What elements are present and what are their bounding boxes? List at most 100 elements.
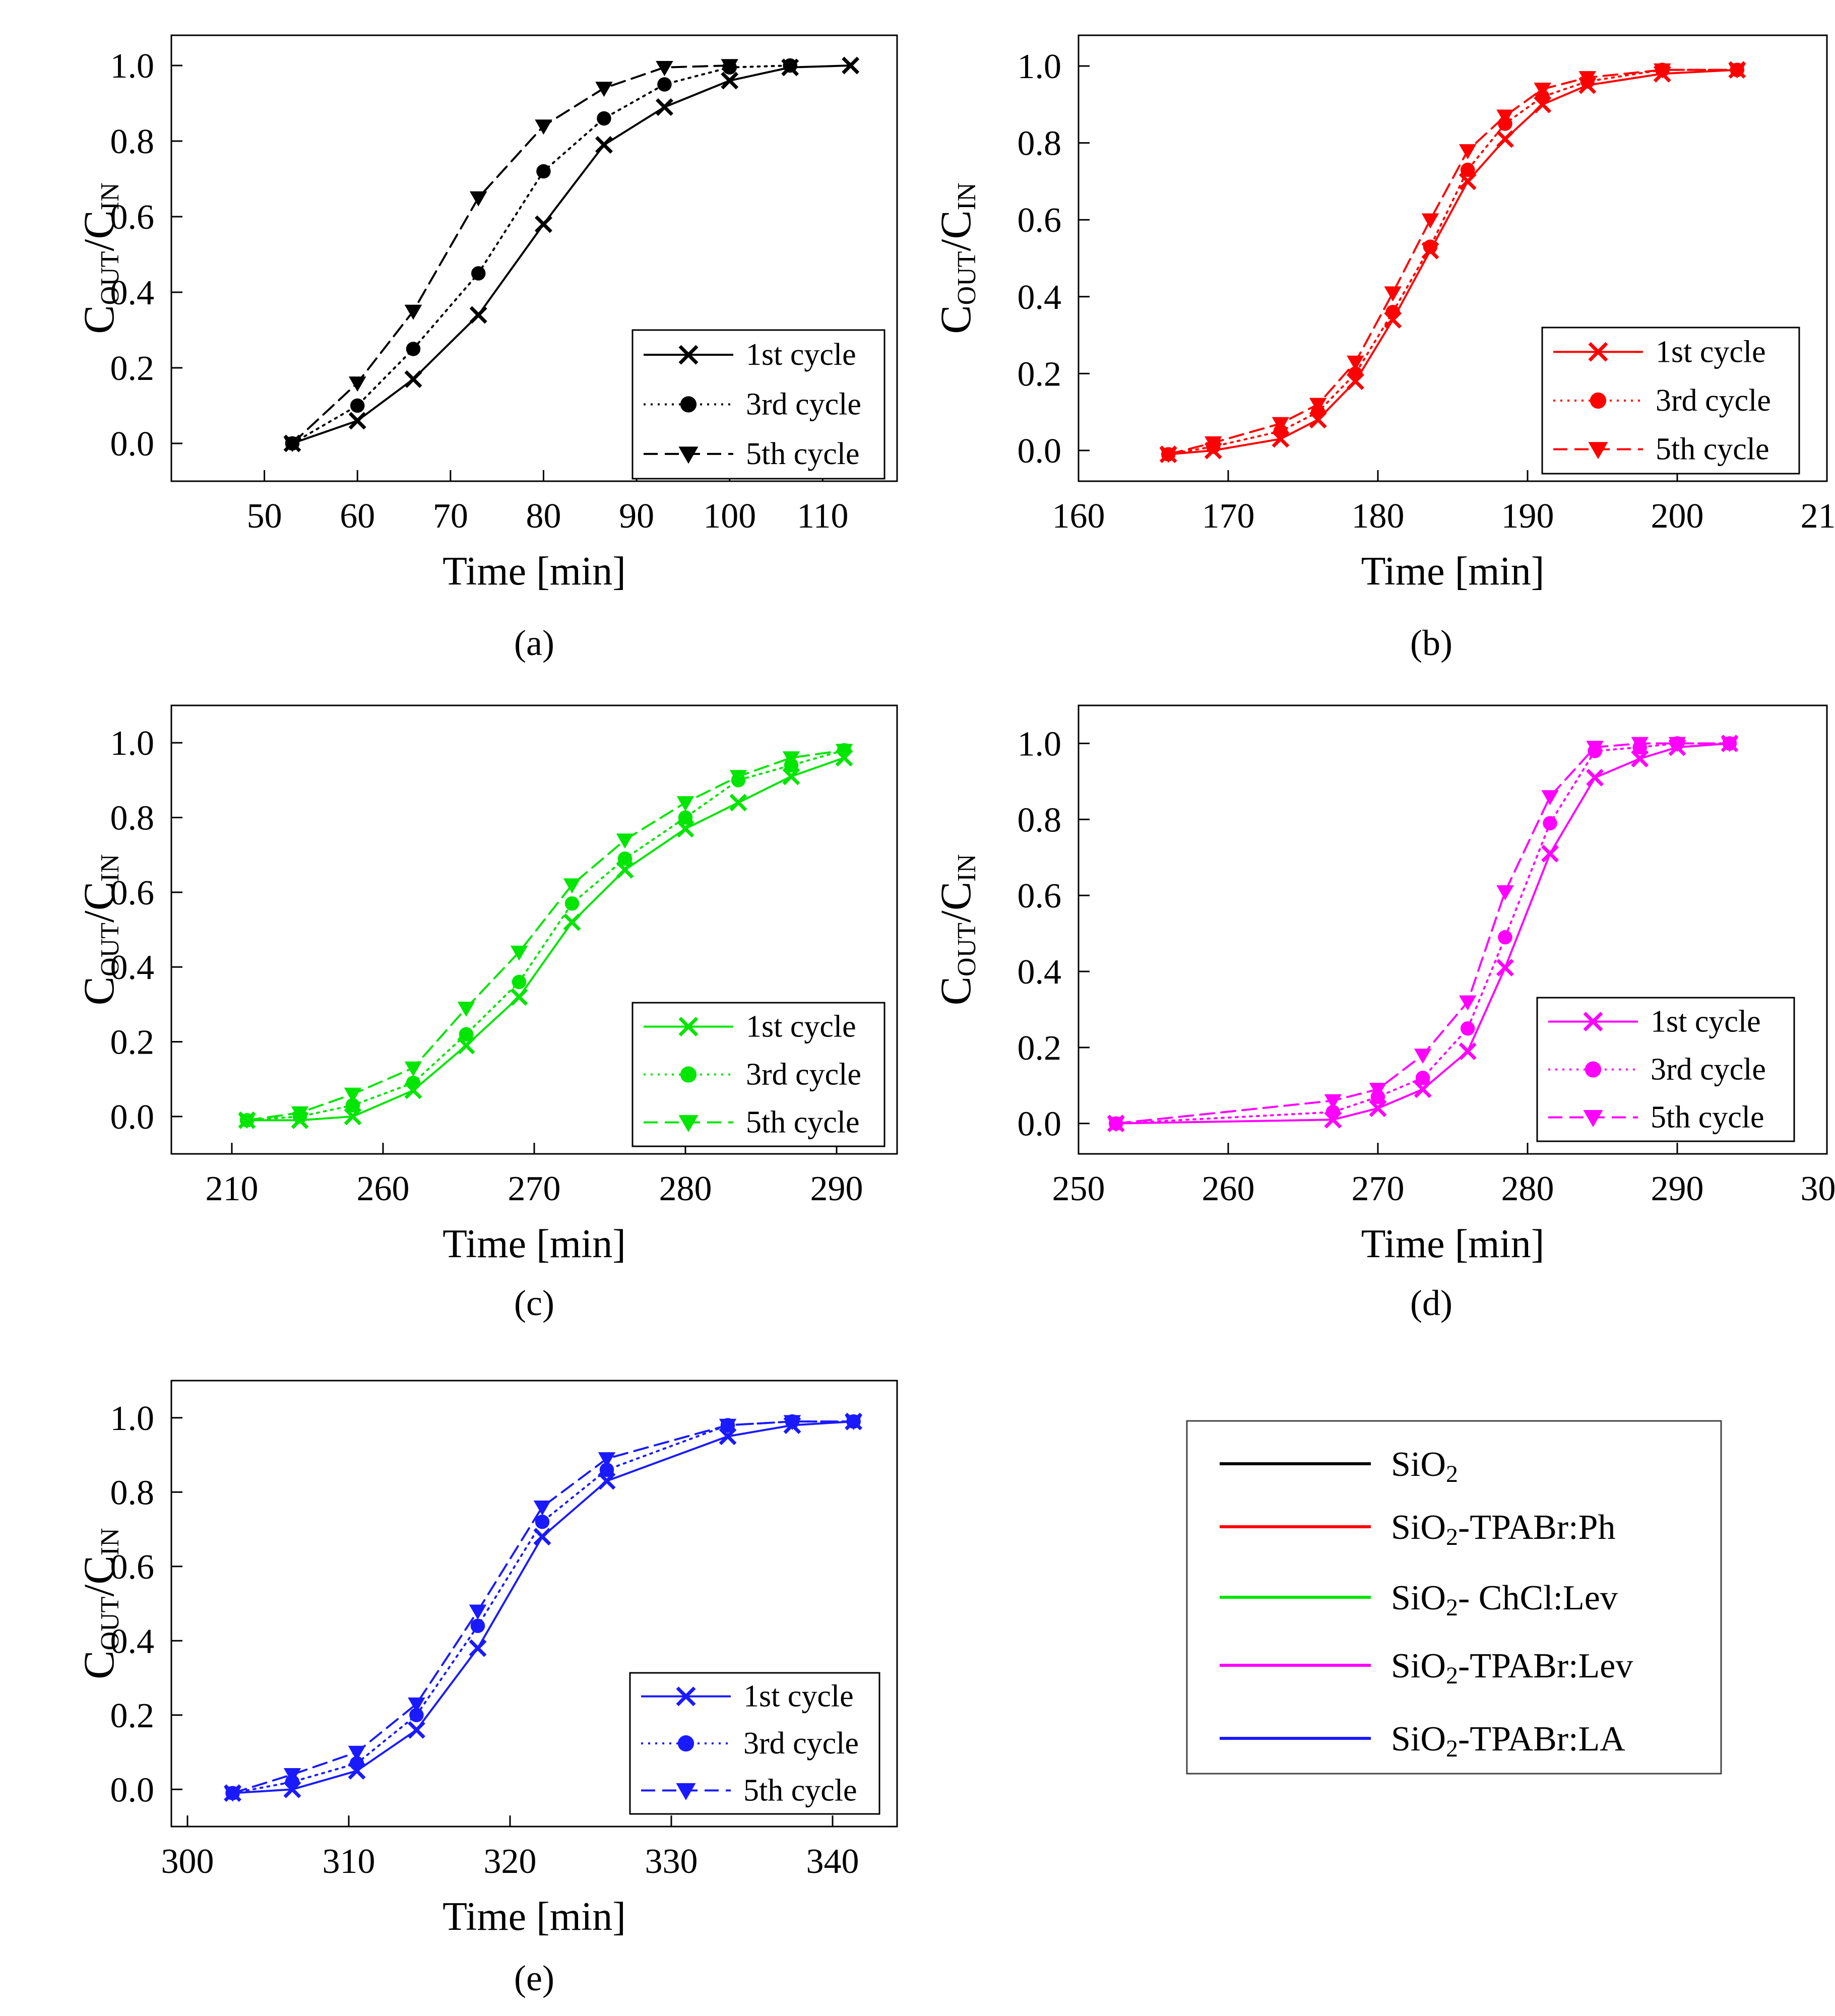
legend-swatch-marker <box>1583 1012 1603 1031</box>
y-axis-title-ylabel_sub1: OUT <box>96 1596 124 1650</box>
data-point <box>1309 398 1327 413</box>
legend-label: 1st cycle <box>746 338 856 372</box>
material-key-label-sub: 2 <box>1446 1524 1458 1550</box>
data-point <box>783 1415 801 1430</box>
data-point <box>617 851 632 866</box>
data-point <box>1578 71 1597 87</box>
panel-label: (c) <box>514 1283 554 1323</box>
y-axis-title-ylabel_sep: /C <box>75 882 123 923</box>
x-tick-label: 80 <box>526 497 561 536</box>
y-axis-title: COUT/CIN <box>75 1528 124 1679</box>
data-point <box>457 1002 475 1017</box>
data-point <box>404 304 422 320</box>
data-point-stroke-b <box>676 820 694 838</box>
y-axis-title-ylabel_sep: /C <box>931 210 980 251</box>
x-tick-label: 290 <box>1651 1169 1704 1208</box>
y-tick-label: 0.8 <box>110 799 155 838</box>
legend-swatch-marker-stroke-b <box>678 345 699 365</box>
material-key-label-rest: -TPABr:LA <box>1458 1720 1625 1759</box>
legend-label: 5th cycle <box>743 1773 857 1807</box>
data-point <box>291 1106 309 1122</box>
data-point <box>563 913 581 931</box>
series-line <box>246 749 845 1122</box>
legend-label: 5th cycle <box>1651 1100 1764 1135</box>
data-point <box>657 77 672 92</box>
data-point <box>676 820 694 838</box>
data-point <box>729 770 747 786</box>
data-point <box>1421 213 1439 229</box>
legend-label: 3rd cycle <box>1651 1053 1766 1087</box>
legend-label: 1st cycle <box>1656 335 1766 369</box>
y-tick-label: 0.0 <box>110 1771 155 1809</box>
data-point-stroke-b <box>595 136 613 154</box>
y-axis-title-ylabel_sep: /C <box>75 210 123 251</box>
y-tick-label: 0.2 <box>110 1697 155 1735</box>
data-point <box>845 1415 862 1430</box>
data-point <box>469 1604 487 1620</box>
y-axis-title-ylabel_sub1: OUT <box>953 251 981 305</box>
data-point-stroke-b <box>782 767 800 786</box>
data-point-stroke-b <box>1586 768 1604 787</box>
data-point <box>1534 83 1551 98</box>
data-point <box>1496 958 1514 977</box>
data-point <box>1721 737 1739 752</box>
data-point <box>616 833 634 849</box>
data-point <box>404 370 422 388</box>
legend-swatch-marker <box>678 446 699 464</box>
material-key-label-rest: - ChCl:Lev <box>1458 1579 1618 1617</box>
data-point <box>408 1697 425 1713</box>
x-tick-label: 280 <box>1501 1169 1554 1208</box>
x-tick-label: 250 <box>1052 1169 1105 1208</box>
data-point <box>348 412 366 430</box>
legend-swatch-marker <box>678 345 699 365</box>
data-point-stroke-b <box>1541 844 1559 863</box>
x-axis-title: Time [min] <box>1361 549 1545 594</box>
legend-label: 3rd cycle <box>746 387 861 422</box>
x-tick-label: 260 <box>357 1169 410 1208</box>
x-tick-label: 210 <box>206 1169 259 1208</box>
data-point <box>783 58 797 73</box>
data-point <box>1369 1099 1387 1117</box>
y-axis-title: COUT/CIN <box>931 182 981 334</box>
data-point <box>1496 885 1514 900</box>
data-point <box>1586 768 1604 787</box>
y-tick-label: 0.4 <box>110 274 155 312</box>
y-tick-label: 0.6 <box>1018 201 1062 240</box>
data-point <box>655 98 673 116</box>
legend-label: 1st cycle <box>746 1010 856 1044</box>
data-point <box>598 1452 616 1468</box>
y-axis-title-ylabel_main: C <box>75 977 123 1005</box>
data-point <box>719 1418 737 1434</box>
material-key-label: SiO2 <box>1391 1445 1458 1487</box>
data-point <box>729 794 747 812</box>
material-key-label-main: SiO <box>1391 1579 1446 1617</box>
legend-swatch-marker <box>680 396 697 413</box>
data-point <box>1369 1083 1387 1098</box>
data-point <box>1414 1080 1432 1098</box>
data-point <box>1415 1070 1430 1085</box>
material-key-label-rest: -TPABr:Lev <box>1458 1647 1633 1685</box>
data-point <box>283 437 301 452</box>
y-tick-label: 0.4 <box>110 948 155 987</box>
y-tick-label: 1.0 <box>110 724 155 763</box>
legend-swatch-marker-stroke-b <box>676 1686 696 1707</box>
x-tick-label: 270 <box>508 1169 561 1208</box>
legend-label: 5th cycle <box>1656 432 1769 467</box>
data-point <box>1543 816 1557 831</box>
y-axis-title-ylabel_sub1: OUT <box>96 923 124 977</box>
data-point <box>533 1501 551 1516</box>
material-key-entry: SiO2-TPABr:Lev <box>1220 1647 1633 1689</box>
series-5th-cycle <box>1159 63 1746 463</box>
data-point-stroke-b <box>469 306 487 324</box>
data-point <box>1159 447 1177 463</box>
series-line <box>246 756 845 1122</box>
y-axis-title: COUT/CIN <box>75 854 124 1005</box>
data-point <box>616 861 634 879</box>
chart-panel-1: 50 60 70 80 90 100 110 0.0 0.2 0.4 0.6 0.8 1.0 Time [… <box>75 34 898 594</box>
data-point <box>1496 109 1514 125</box>
data-point-stroke-b <box>1459 172 1477 190</box>
data-point <box>721 72 739 90</box>
y-tick-label: 0.0 <box>110 425 155 464</box>
legend-swatch-marker-stroke-b <box>1583 1012 1603 1031</box>
data-point-stroke-b <box>729 794 747 812</box>
